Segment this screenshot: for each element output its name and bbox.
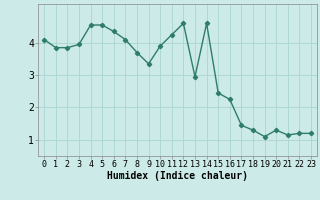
X-axis label: Humidex (Indice chaleur): Humidex (Indice chaleur) — [107, 171, 248, 181]
